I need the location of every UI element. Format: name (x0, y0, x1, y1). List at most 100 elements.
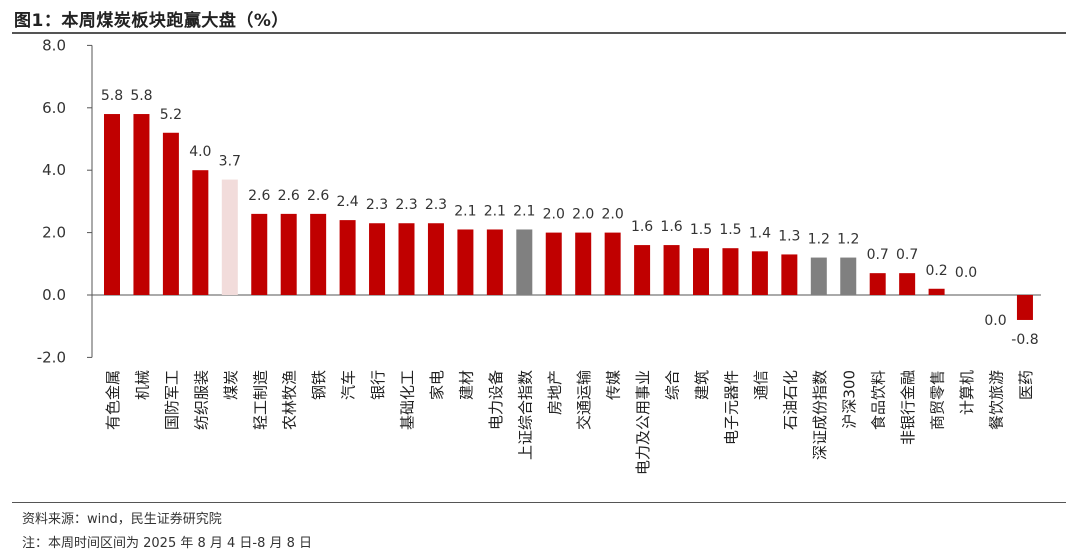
value-label-8: 2.6 (307, 188, 329, 204)
value-label-17: 2.0 (572, 207, 594, 223)
category-label-30: 计算机 (958, 370, 976, 415)
bar-32 (1016, 295, 1033, 320)
value-label-30: 0.0 (955, 265, 977, 281)
category-label-1: 有色金属 (104, 370, 122, 430)
value-label-31: 0.0 (984, 313, 1006, 329)
category-label-13: 建材 (457, 370, 475, 400)
value-label-6: 2.6 (248, 188, 270, 204)
bar-5 (221, 179, 238, 295)
value-label-29: 0.2 (925, 263, 947, 279)
bar-19 (634, 245, 651, 295)
category-label-4: 纺织服装 (192, 370, 210, 430)
bar-1 (104, 114, 120, 295)
value-label-24: 1.3 (778, 228, 800, 244)
bar-9 (339, 220, 356, 295)
bar-11 (398, 223, 415, 295)
category-label-22: 电子元器件 (722, 370, 740, 445)
value-label-28: 0.7 (896, 247, 918, 263)
chart-title: 图1：本周煤炭板块跑赢大盘（%） (14, 11, 289, 31)
category-label-5: 煤炭 (222, 370, 240, 400)
bar-3 (162, 132, 179, 295)
value-label-4: 4.0 (189, 144, 211, 160)
value-label-11: 2.3 (395, 197, 417, 213)
period-note: 注：本周时间区间为 2025 年 8 月 4 日-8 月 8 日 (22, 536, 313, 551)
value-label-7: 2.6 (278, 188, 300, 204)
y-tick-label: 6.0 (42, 99, 66, 117)
value-label-18: 2.0 (602, 207, 624, 223)
bar-4 (192, 170, 209, 295)
bar-16 (545, 232, 562, 295)
category-label-17: 交通运输 (575, 370, 593, 430)
category-label-23: 通信 (752, 370, 770, 400)
category-label-3: 国防军工 (163, 370, 181, 430)
value-label-5: 3.7 (219, 154, 241, 170)
bar-28 (899, 273, 916, 295)
bar-20 (663, 245, 680, 295)
source-note: 资料来源：wind，民生证券研究院 (22, 512, 222, 527)
category-label-19: 电力及公用事业 (634, 370, 652, 475)
y-tick-label: -2.0 (37, 348, 66, 366)
bar-27 (869, 273, 886, 295)
bar-2 (133, 114, 150, 295)
bar-25 (810, 257, 827, 295)
y-tick-label: 0.0 (42, 286, 66, 304)
category-label-25: 深证成份指数 (811, 370, 829, 460)
category-label-24: 石油石化 (781, 370, 799, 430)
value-label-21: 1.5 (690, 222, 712, 238)
value-label-9: 2.4 (336, 194, 358, 210)
bar-14 (486, 229, 503, 295)
category-label-21: 建筑 (693, 370, 711, 400)
category-label-10: 银行 (369, 370, 387, 400)
category-label-32: 医药 (1017, 370, 1035, 400)
bar-10 (369, 223, 386, 295)
value-label-26: 1.2 (837, 232, 859, 248)
bar-13 (457, 229, 474, 295)
bar-23 (751, 251, 768, 295)
category-label-6: 轻工制造 (251, 370, 269, 430)
category-label-12: 家电 (428, 370, 446, 400)
category-label-7: 农林牧渔 (281, 370, 299, 430)
category-label-14: 电力设备 (487, 370, 505, 430)
bar-21 (693, 248, 709, 295)
bar-6 (251, 213, 268, 295)
category-label-16: 房地产 (546, 370, 564, 415)
value-label-13: 2.1 (454, 203, 476, 219)
value-label-23: 1.4 (749, 225, 771, 241)
footer-rule (12, 502, 1066, 503)
category-label-28: 非银行金融 (899, 370, 917, 445)
value-label-25: 1.2 (808, 232, 830, 248)
y-tick-label: 4.0 (42, 161, 66, 179)
value-label-12: 2.3 (425, 197, 447, 213)
value-label-1: 5.8 (101, 88, 123, 104)
category-label-20: 综合 (664, 370, 682, 400)
bar-29 (928, 288, 945, 295)
category-label-15: 上证综合指数 (516, 370, 534, 460)
bar-22 (722, 248, 739, 295)
value-label-3: 5.2 (160, 107, 182, 123)
category-label-18: 传媒 (605, 370, 623, 400)
value-label-19: 1.6 (631, 219, 653, 235)
category-label-8: 钢铁 (310, 370, 328, 400)
bar-18 (604, 232, 621, 295)
category-label-29: 商贸零售 (929, 370, 947, 430)
value-label-10: 2.3 (366, 197, 388, 213)
bar-8 (310, 213, 327, 295)
category-label-2: 机械 (133, 370, 151, 400)
category-label-9: 汽车 (340, 370, 358, 400)
bar-12 (427, 223, 444, 295)
value-label-22: 1.5 (719, 222, 741, 238)
category-label-11: 基础化工 (399, 370, 417, 430)
bar-7 (280, 213, 297, 295)
category-label-27: 食品饮料 (870, 370, 888, 430)
y-tick-label: 8.0 (42, 36, 66, 54)
value-label-32: -0.8 (1011, 332, 1038, 348)
value-label-15: 2.1 (513, 203, 535, 219)
bar-chart: 8.0 6.0 4.0 2.0 0.0 -2.0 5.8 有色金属 5.8 机械 5.2 国防军工 4.… (37, 36, 1041, 475)
category-label-31: 餐饮旅游 (988, 370, 1006, 430)
y-tick-label: 2.0 (42, 224, 66, 242)
value-label-14: 2.1 (484, 203, 506, 219)
bar-15 (516, 229, 533, 295)
value-label-20: 1.6 (660, 219, 682, 235)
bar-17 (575, 232, 592, 295)
title-rule (12, 32, 1066, 34)
